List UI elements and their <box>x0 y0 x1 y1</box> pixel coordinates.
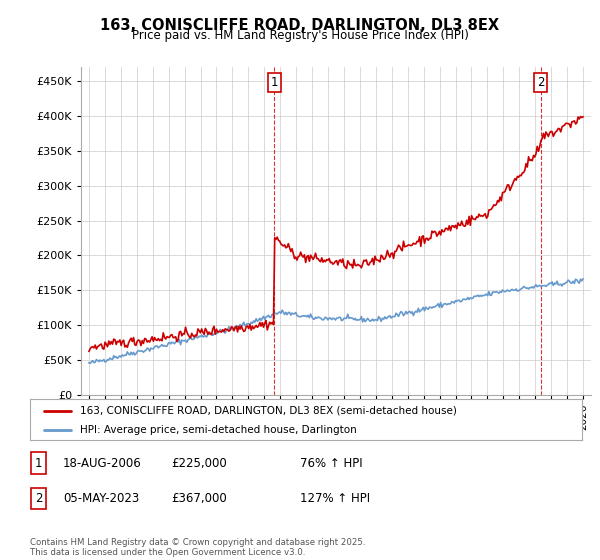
Text: HPI: Average price, semi-detached house, Darlington: HPI: Average price, semi-detached house,… <box>80 424 356 435</box>
Text: £225,000: £225,000 <box>171 456 227 470</box>
Text: £367,000: £367,000 <box>171 492 227 505</box>
Text: 163, CONISCLIFFE ROAD, DARLINGTON, DL3 8EX (semi-detached house): 163, CONISCLIFFE ROAD, DARLINGTON, DL3 8… <box>80 405 457 416</box>
Text: 2: 2 <box>35 492 42 505</box>
Text: 18-AUG-2006: 18-AUG-2006 <box>63 456 142 470</box>
Text: Contains HM Land Registry data © Crown copyright and database right 2025.
This d: Contains HM Land Registry data © Crown c… <box>30 538 365 557</box>
Text: 1: 1 <box>271 76 278 89</box>
Text: Price paid vs. HM Land Registry's House Price Index (HPI): Price paid vs. HM Land Registry's House … <box>131 29 469 42</box>
Text: 2: 2 <box>537 76 544 89</box>
Text: 127% ↑ HPI: 127% ↑ HPI <box>300 492 370 505</box>
Text: 163, CONISCLIFFE ROAD, DARLINGTON, DL3 8EX: 163, CONISCLIFFE ROAD, DARLINGTON, DL3 8… <box>100 18 500 33</box>
Text: 76% ↑ HPI: 76% ↑ HPI <box>300 456 362 470</box>
Text: 1: 1 <box>35 456 42 470</box>
Text: 05-MAY-2023: 05-MAY-2023 <box>63 492 139 505</box>
